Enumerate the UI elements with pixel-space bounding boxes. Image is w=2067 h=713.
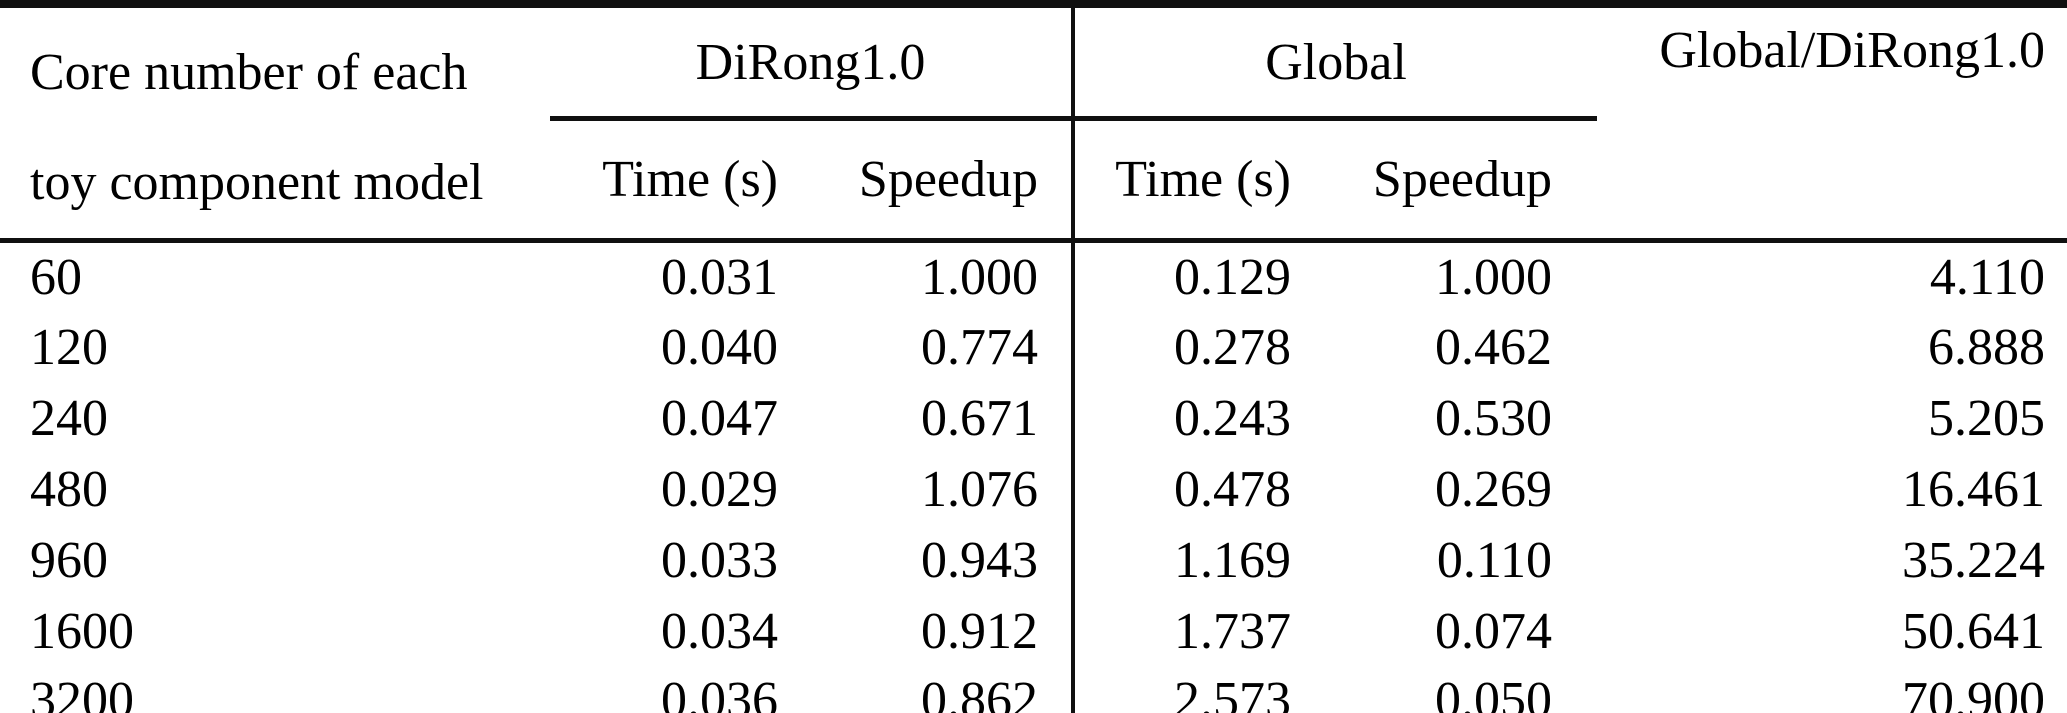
column-header-dirong-time: Time (s) [550, 118, 800, 244]
cell-global-speedup: 1.000 [1435, 249, 1552, 307]
column-header-global-time: Time (s) [1071, 118, 1300, 244]
cell-global-speedup: 0.074 [1435, 602, 1552, 660]
column-group-dirong: DiRong1.0 [550, 4, 1073, 122]
cell-ratio: 4.110 [1929, 249, 2045, 307]
cell-dirong-time: 0.029 [661, 460, 778, 518]
cell-global-speedup: 0.110 [1436, 531, 1552, 589]
cell-global-time: 2.573 [1071, 666, 1300, 713]
cell-global-speedup: 0.050 [1435, 671, 1552, 713]
cell-ratio: 16.461 [1902, 460, 2045, 518]
cell-global-time: 0.243 [1071, 382, 1300, 454]
cell-global-speedup: 0.269 [1435, 460, 1552, 518]
row-header-line2: toy component model [30, 154, 484, 212]
row-header-line1: Core number of each [30, 44, 468, 101]
cell-dirong-speedup: 1.076 [921, 460, 1038, 518]
cell-cores: 960 [30, 531, 108, 589]
table-header-sub-row: Time (s) Speedup Time (s) Speedup [0, 118, 2067, 244]
cell-global-speedup: 0.530 [1435, 389, 1552, 447]
table-row: 960 0.033 0.943 1.169 0.110 35.224 [0, 524, 2067, 596]
cell-cores: 3200 [30, 671, 134, 713]
cell-dirong-speedup: 0.862 [921, 671, 1038, 713]
cell-dirong-speedup: 0.774 [921, 318, 1038, 376]
table-row: 3200 0.036 0.862 2.573 0.050 70.900 [0, 666, 2067, 713]
cell-global-time: 1.169 [1071, 524, 1300, 596]
cell-global-speedup: 0.462 [1435, 318, 1552, 376]
column-header-ratio: Global/DiRong1.0 [1597, 4, 2067, 244]
table-row: 60 0.031 1.000 0.129 1.000 4.110 [0, 240, 2067, 312]
column-header-global-speedup: Speedup [1300, 118, 1597, 244]
cell-dirong-time: 0.040 [661, 318, 778, 376]
cell-dirong-speedup: 0.912 [921, 602, 1038, 660]
table-row: 240 0.047 0.671 0.243 0.530 5.205 [0, 382, 2067, 454]
cell-ratio: 50.641 [1902, 602, 2045, 660]
cell-global-time: 0.129 [1071, 240, 1300, 312]
cell-ratio: 5.205 [1928, 389, 2045, 447]
cell-ratio: 35.224 [1902, 531, 2045, 589]
cell-cores: 480 [30, 460, 108, 518]
cell-global-time: 0.478 [1071, 453, 1300, 525]
column-header-dirong-speedup: Speedup [800, 118, 1073, 244]
cell-dirong-time: 0.031 [661, 249, 778, 307]
cell-dirong-time: 0.036 [661, 671, 778, 713]
cell-cores: 1600 [30, 602, 134, 660]
cell-dirong-speedup: 0.943 [921, 531, 1038, 589]
cell-dirong-speedup: 1.000 [921, 249, 1038, 307]
cell-dirong-time: 0.047 [661, 389, 778, 447]
table-row: 120 0.040 0.774 0.278 0.462 6.888 [0, 311, 2067, 383]
cell-global-time: 0.278 [1071, 311, 1300, 383]
column-group-global: Global [1071, 4, 1597, 122]
cell-global-time: 1.737 [1071, 595, 1300, 667]
table-row: 480 0.029 1.076 0.478 0.269 16.461 [0, 453, 2067, 525]
row-header-title: Core number of each toy component model [0, 4, 550, 244]
cell-dirong-time: 0.034 [661, 602, 778, 660]
table-header-group-row: Core number of each toy component model … [0, 4, 2067, 244]
cell-ratio: 70.900 [1902, 671, 2045, 713]
cell-dirong-time: 0.033 [661, 531, 778, 589]
cell-ratio: 6.888 [1928, 318, 2045, 376]
cell-dirong-speedup: 0.671 [921, 389, 1038, 447]
cell-cores: 240 [30, 389, 108, 447]
cell-cores: 120 [30, 318, 108, 376]
cell-cores: 60 [30, 249, 82, 307]
table-row: 1600 0.034 0.912 1.737 0.074 50.641 [0, 595, 2067, 667]
